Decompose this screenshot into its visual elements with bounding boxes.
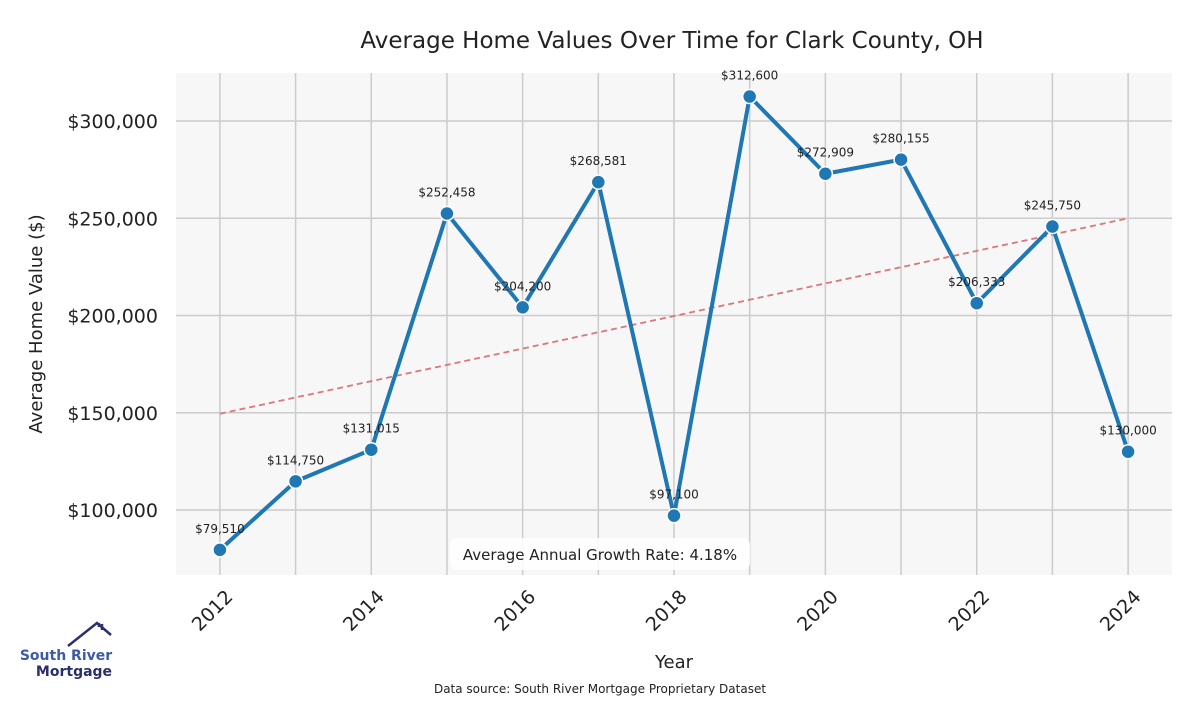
x-tick-label: 2018 [642, 586, 692, 636]
data-label: $268,581 [570, 154, 627, 168]
data-label: $79,510 [195, 522, 245, 536]
data-point [968, 295, 985, 311]
data-point [893, 151, 909, 168]
x-tick-label: 2016 [490, 586, 540, 636]
data-label: $252,458 [418, 186, 475, 200]
data-labels: $79,510 $114,750 $131,015 $252,458 $204,200 $… [195, 69, 1157, 536]
data-label: $131,015 [343, 422, 400, 436]
data-point [1120, 443, 1136, 460]
data-label: $245,750 [1024, 199, 1081, 213]
x-tick-label: 2022 [945, 586, 995, 636]
trendline [219, 217, 1129, 415]
x-tick-label: 2012 [188, 586, 238, 636]
growth-rate-annotation: Average Annual Growth Rate: 4.18% [463, 546, 737, 564]
x-tick-label: 2024 [1096, 586, 1146, 636]
data-point [212, 542, 228, 558]
data-point [741, 88, 758, 105]
y-tick-labels: $100,000 $150,000 $200,000 $250,000 $300,000 [67, 111, 158, 522]
south-river-mortgage-logo: South River Mortgage [20, 621, 112, 680]
data-points [212, 88, 1136, 558]
y-tick-label: $200,000 [67, 306, 158, 328]
x-axis-label: Year [654, 652, 694, 673]
y-tick-label: $150,000 [67, 403, 158, 425]
y-tick-label: $250,000 [67, 208, 158, 230]
y-tick-label: $300,000 [67, 111, 158, 133]
data-label: $280,155 [872, 132, 929, 146]
y-axis-label: Average Home Value ($) [26, 214, 47, 433]
data-point [363, 441, 380, 458]
data-label: $97,100 [649, 488, 699, 502]
data-label: $204,200 [494, 279, 551, 293]
x-tick-label: 2014 [339, 586, 389, 636]
growth-rate-box [450, 538, 750, 570]
x-tick-labels: 2012 2014 2016 2018 2020 2022 2024 [188, 586, 1146, 636]
data-point [590, 174, 607, 190]
data-label: $114,750 [267, 453, 324, 467]
data-label: $272,909 [797, 146, 854, 160]
house-roof-icon [67, 621, 112, 647]
data-label: $206,333 [948, 275, 1005, 289]
data-label: $312,600 [721, 69, 778, 83]
data-source: Data source: South River Mortgage Propri… [434, 682, 766, 696]
data-point [439, 205, 455, 222]
data-point [287, 473, 304, 490]
logo-line1: South River [20, 648, 112, 664]
data-point [1044, 218, 1061, 235]
data-label: $130,000 [1099, 424, 1156, 438]
x-tick-label: 2020 [793, 586, 843, 636]
data-point [817, 165, 834, 182]
chart-title: Average Home Values Over Time for Clark … [360, 28, 983, 54]
data-point [666, 507, 682, 524]
y-tick-label: $100,000 [67, 500, 158, 522]
data-point [514, 299, 531, 316]
logo-line2: Mortgage [36, 664, 112, 680]
